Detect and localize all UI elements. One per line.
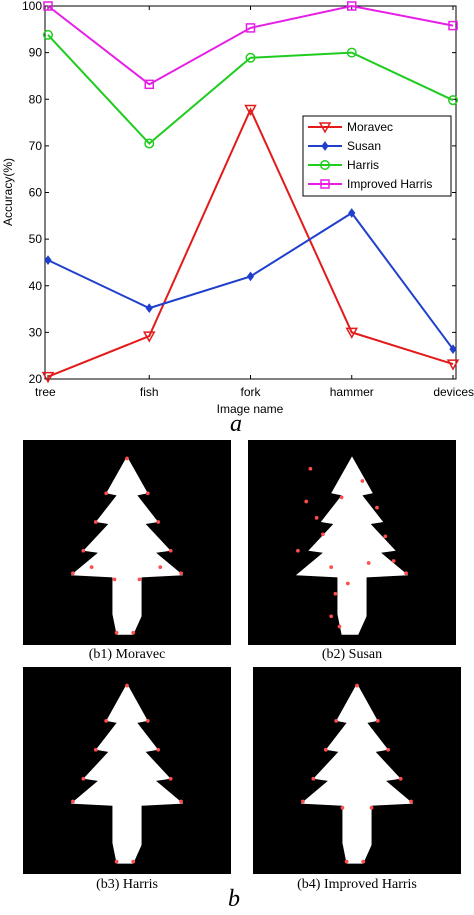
image-panel-susan	[248, 440, 456, 645]
accuracy-line-chart: 20 30 40 50 60 70 80 90 100 tree fish fork hammer de…	[1, 0, 474, 416]
figure-label-a: a	[230, 411, 242, 437]
series-layer	[41, 1, 460, 384]
image-panel-improved-harris	[253, 667, 461, 874]
data-point	[44, 255, 52, 265]
y-axis-label: Accuracy(%)	[1, 158, 15, 226]
y-tick-label: 80	[29, 92, 43, 106]
x-axis-label: Image name	[217, 402, 284, 416]
data-point	[144, 79, 154, 90]
data-point	[144, 138, 155, 149]
x-axis-ticks: tree fish fork hammer devices	[35, 6, 474, 399]
legend-label: Susan	[347, 139, 381, 153]
data-point	[321, 141, 329, 151]
tree-image	[70, 456, 184, 635]
y-tick-label: 100	[22, 0, 42, 13]
y-axis-ticks: 20 30 40 50 60 70 80 90 100	[22, 0, 456, 386]
series-line	[47, 4, 454, 86]
legend-label: Moravec	[347, 120, 393, 134]
x-tick-label: devices	[433, 385, 474, 399]
image-panel-harris	[23, 667, 231, 874]
data-point	[43, 1, 53, 11]
legend-entry: Harris	[308, 158, 379, 172]
data-point	[449, 344, 457, 354]
caption-b2: (b2) Susan	[321, 647, 383, 662]
x-tick-label: fork	[240, 385, 261, 399]
data-point	[145, 303, 153, 313]
data-point	[348, 208, 356, 218]
corner-markers	[296, 466, 408, 629]
series-moravec	[41, 104, 460, 384]
legend-label: Harris	[347, 158, 379, 172]
data-point	[245, 23, 256, 33]
data-point	[320, 179, 330, 189]
y-tick-label: 50	[29, 232, 43, 246]
data-point	[320, 160, 330, 170]
data-point	[318, 122, 332, 134]
corner-markers	[71, 683, 183, 864]
data-point	[448, 95, 458, 106]
x-tick-label: fish	[140, 385, 159, 399]
y-tick-label: 40	[29, 279, 43, 293]
y-tick-label: 60	[29, 186, 43, 200]
corner-markers	[301, 683, 413, 864]
legend-entry: Susan	[308, 139, 381, 153]
data-point	[41, 371, 55, 384]
series-line	[47, 107, 454, 378]
legend: Moravec Susan Harris Improved Harris	[302, 115, 452, 197]
data-point	[142, 331, 156, 343]
caption-b3: (b3) Harris	[96, 877, 158, 892]
y-tick-label: 90	[29, 46, 43, 60]
caption-b4: (b4) Improved Harris	[297, 877, 417, 892]
legend-label: Improved Harris	[347, 177, 432, 191]
series-improved-harris	[43, 1, 458, 90]
data-point	[347, 1, 357, 11]
series-susan	[44, 208, 457, 354]
y-tick-label: 70	[29, 139, 43, 153]
series-harris	[43, 29, 458, 149]
data-point	[446, 359, 460, 371]
data-point	[246, 271, 255, 282]
y-tick-label: 20	[29, 372, 43, 386]
tree-image	[300, 683, 414, 864]
data-point	[244, 104, 257, 117]
legend-box	[302, 115, 452, 197]
data-point	[43, 29, 53, 40]
corner-markers	[71, 456, 183, 635]
legend-entry: Improved Harris	[308, 177, 432, 191]
figure-label-b: b	[228, 886, 240, 912]
x-tick-label: tree	[35, 385, 56, 399]
data-point	[346, 47, 357, 58]
y-tick-label: 30	[29, 325, 43, 339]
caption-b1: (b1) Moravec	[88, 647, 166, 662]
data-point	[245, 52, 256, 63]
legend-entry: Moravec	[308, 120, 393, 134]
tree-image	[70, 683, 184, 864]
x-tick-label: hammer	[330, 385, 374, 399]
data-point	[345, 327, 359, 339]
series-line	[47, 34, 454, 145]
image-panel-moravec	[23, 440, 231, 645]
data-point	[448, 20, 458, 31]
tree-image	[295, 456, 409, 635]
